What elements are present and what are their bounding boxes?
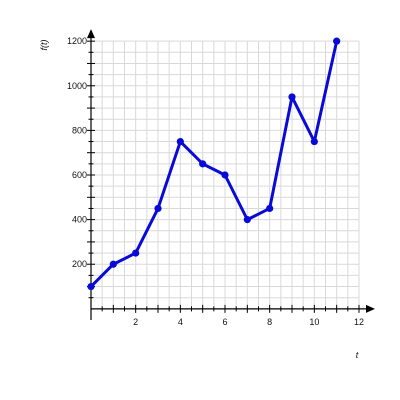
data-point xyxy=(87,282,95,291)
data-point xyxy=(199,160,207,168)
y-tick-label: 1000 xyxy=(67,81,87,91)
series-line xyxy=(89,39,339,289)
series xyxy=(87,37,341,291)
tick-labels: 2 4 6 8 10 12 200 400 600 800 1000 1200 xyxy=(67,36,364,327)
data-point xyxy=(310,137,318,146)
y-axis-arrow xyxy=(87,29,95,39)
data-point xyxy=(132,249,140,257)
axes xyxy=(87,29,375,320)
data-point xyxy=(243,216,251,224)
y-tick-label: 400 xyxy=(72,215,87,225)
x-tick-label: 8 xyxy=(267,317,272,327)
y-axis-title: f(t) xyxy=(39,40,49,51)
x-tick-label: 4 xyxy=(178,317,183,327)
data-point xyxy=(288,93,296,101)
data-point xyxy=(333,37,341,45)
data-point xyxy=(109,260,117,268)
data-point xyxy=(154,204,162,213)
tick-marks xyxy=(87,40,360,313)
data-point xyxy=(176,137,184,146)
x-tick-label: 10 xyxy=(309,317,319,327)
x-tick-label: 2 xyxy=(133,317,138,327)
x-axis-arrow xyxy=(366,304,375,313)
x-axis-title: t xyxy=(356,350,359,360)
y-tick-label: 200 xyxy=(72,259,87,269)
x-tick-label: 6 xyxy=(222,317,227,327)
y-tick-label: 1200 xyxy=(67,36,87,46)
y-tick-label: 800 xyxy=(72,125,87,135)
data-point xyxy=(266,204,274,213)
x-tick-label: 12 xyxy=(354,317,364,327)
y-tick-label: 600 xyxy=(72,170,87,180)
data-point xyxy=(221,171,229,179)
